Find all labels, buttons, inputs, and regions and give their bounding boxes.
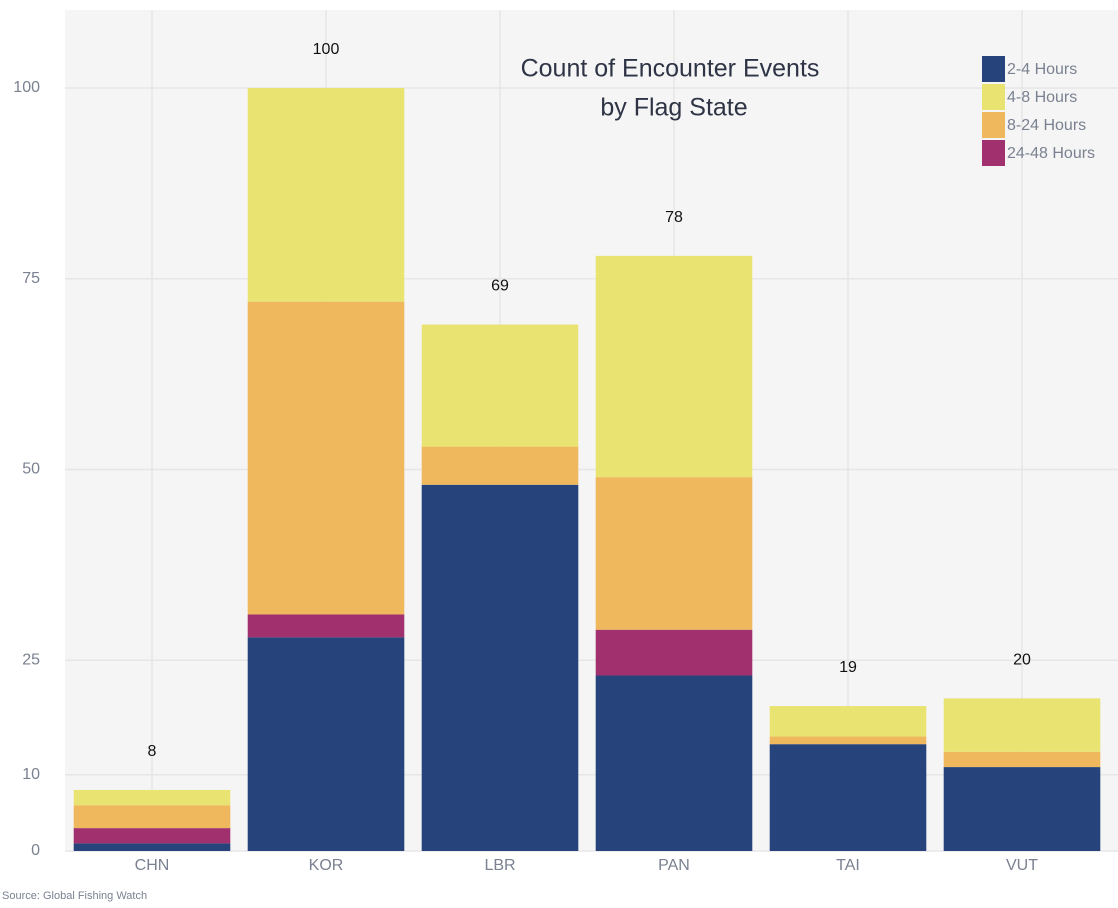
y-tick-label: 0 [31, 842, 40, 859]
total-label: 19 [839, 659, 857, 676]
bar-segment [595, 477, 753, 630]
legend-swatch [982, 112, 1005, 138]
x-tick-label: TAI [836, 857, 860, 874]
legend-label: 2-4 Hours [1007, 61, 1077, 78]
plot-area [65, 10, 1118, 851]
legend-label: 4-8 Hours [1007, 89, 1077, 106]
y-tick-label: 10 [22, 766, 40, 783]
bar-segment [247, 88, 405, 302]
y-tick-label: 75 [22, 270, 40, 287]
source: Source: Global Fishing Watch [2, 890, 147, 902]
legend-swatch [982, 56, 1005, 82]
total-label: 78 [665, 209, 683, 226]
chart-title: by Flag State [600, 94, 747, 122]
y-tick-label: 100 [13, 79, 40, 96]
legend-swatch [982, 140, 1005, 166]
total-label: 20 [1013, 652, 1031, 669]
bar-segment [943, 698, 1101, 752]
bar-segment [73, 805, 231, 829]
bar-segment [421, 484, 579, 851]
y-tick-label: 25 [22, 651, 40, 668]
bars [73, 88, 1101, 851]
x-tick-label: VUT [1006, 857, 1038, 874]
bar-segment [943, 751, 1101, 768]
bar-segment [769, 706, 927, 737]
total-label: 100 [313, 41, 340, 58]
bar-segment [73, 789, 231, 806]
bar-segment [595, 675, 753, 851]
bar-segment [595, 255, 753, 478]
total-label: 8 [148, 743, 157, 760]
bar-segment [247, 637, 405, 851]
bar-segment [73, 828, 231, 844]
legend-label: 8-24 Hours [1007, 117, 1086, 134]
bar-segment [595, 629, 753, 676]
legend-swatch [982, 84, 1005, 110]
bar-segment [769, 744, 927, 851]
bar-segment [247, 614, 405, 638]
bar-segment [943, 767, 1101, 851]
y-tick-label: 50 [22, 461, 40, 478]
x-tick-label: PAN [658, 857, 690, 874]
legend-label: 24-48 Hours [1007, 145, 1095, 162]
x-tick-label: CHN [135, 857, 170, 874]
x-tick-label: LBR [484, 857, 515, 874]
bar-segment [247, 301, 405, 615]
bar-segment [421, 324, 579, 447]
bar-segment [769, 736, 927, 745]
chart-title: Count of Encounter Events [521, 55, 820, 83]
total-label: 69 [491, 278, 509, 295]
x-tick-label: KOR [309, 857, 344, 874]
bar-segment [421, 446, 579, 485]
bar-segment [73, 843, 231, 851]
